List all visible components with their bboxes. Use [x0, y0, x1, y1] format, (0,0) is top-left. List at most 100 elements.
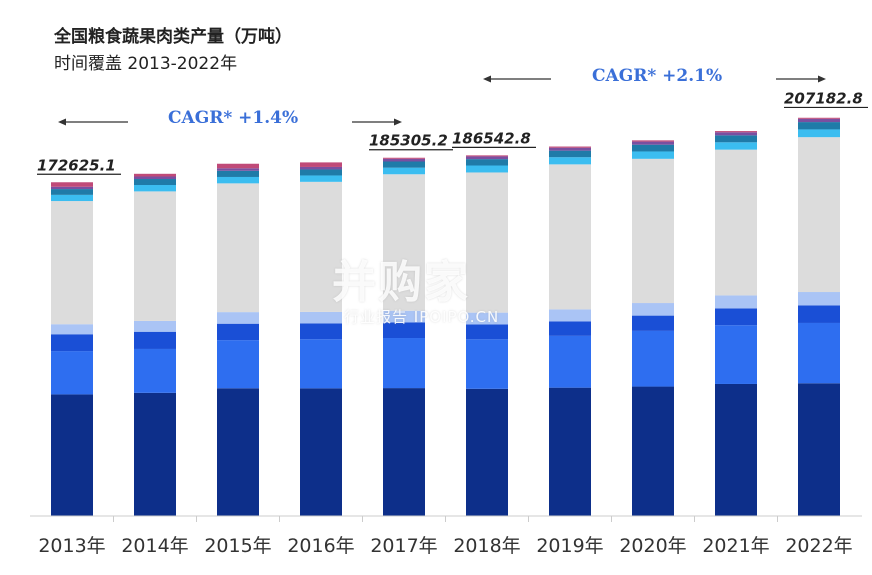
bar-segment-2019年-s1	[549, 387, 591, 516]
bar-segment-2021年-s1	[715, 383, 757, 516]
right-arrow-icon	[776, 75, 826, 83]
bar-segment-2018年-s2	[466, 339, 508, 389]
bar-segment-2019年-s9	[549, 146, 591, 148]
x-tick-label: 2014年	[121, 535, 188, 557]
bar-segment-2021年-s2	[715, 325, 757, 384]
x-tick-label: 2017年	[370, 535, 437, 557]
bar-segment-2018年-s9	[466, 155, 508, 157]
bar-segment-2019年-s5	[549, 164, 591, 310]
bar-segment-2020年-s1	[632, 386, 674, 516]
bar-segment-2020年-s5	[632, 158, 674, 304]
bar-segment-2016年-s3	[300, 323, 342, 340]
bar-segment-2015年-s6	[217, 176, 259, 184]
bar-segment-2021年-s5	[715, 149, 757, 296]
bar-segment-2020年-s8	[632, 141, 674, 145]
bar-segment-2020年-s3	[632, 315, 674, 331]
bar-segment-2021年-s9	[715, 131, 757, 133]
bar-segment-2015年-s2	[217, 340, 259, 389]
bar-segment-2020年-s6	[632, 151, 674, 159]
bar-segment-2021年-s3	[715, 308, 757, 326]
bar-segment-2015年-s7	[217, 170, 259, 177]
x-tick-label: 2018年	[453, 535, 520, 557]
x-tick-label: 2016年	[287, 535, 354, 557]
bar-segment-2019年-s3	[549, 321, 591, 336]
bar-segment-2022年-s7	[798, 122, 840, 130]
bar-segment-2015年-s8	[217, 168, 259, 171]
bar-segment-2019年-s8	[549, 147, 591, 151]
bar-segment-2014年-s4	[134, 320, 176, 332]
bar-segment-2013年-s1	[51, 394, 93, 516]
chart-title: 全国粮食蔬果肉类产量（万吨）	[54, 27, 292, 47]
total-value-label-2017年: 185305.2	[369, 132, 448, 150]
bar-segment-2020年-s2	[632, 330, 674, 387]
bar-segment-2016年-s9	[300, 162, 342, 167]
bar-segment-2020年-s4	[632, 303, 674, 316]
bar-segment-2015年-s5	[217, 183, 259, 313]
cagr-annotation-2018-2022: CAGR* +2.1%	[592, 66, 723, 86]
bar-segment-2018年-s1	[466, 388, 508, 516]
bar-segment-2013年-s4	[51, 324, 93, 335]
bar-segment-2016年-s4	[300, 311, 342, 324]
total-value-label-2022年: 207182.8	[784, 89, 863, 107]
bar-segment-2017年-s6	[383, 167, 425, 175]
bar-segment-2014年-s7	[134, 179, 176, 186]
bar-segment-2019年-s2	[549, 335, 591, 388]
bar-segment-2022年-s6	[798, 129, 840, 138]
bar-segment-2021年-s4	[715, 295, 757, 309]
bar-segment-2015年-s4	[217, 312, 259, 324]
watermark-subtext: 行业报告 IPOIPO.CN	[344, 308, 500, 326]
bar-segment-2016年-s2	[300, 339, 342, 389]
bar-segment-2017年-s9	[383, 157, 425, 159]
bar-segment-2013年-s7	[51, 189, 93, 195]
bar-segment-2013年-s2	[51, 351, 93, 395]
x-tick-label: 2020年	[619, 535, 686, 557]
bar-segment-2014年-s9	[134, 173, 176, 177]
cagr-annotation-2013-2017: CAGR* +1.4%	[168, 108, 299, 128]
watermark-logo: 并购家	[332, 257, 470, 308]
bar-segment-2013年-s5	[51, 201, 93, 325]
bar-segment-2015年-s9	[217, 163, 259, 169]
bar-segment-2013年-s3	[51, 334, 93, 352]
bar-segment-2018年-s8	[466, 156, 508, 160]
bar-segment-2022年-s8	[798, 118, 840, 123]
total-value-label-2013年: 172625.1	[37, 156, 116, 174]
bar-segment-2018年-s3	[466, 324, 508, 340]
bar-segment-2014年-s3	[134, 331, 176, 349]
bar-segment-2013年-s8	[51, 186, 93, 190]
bar-segment-2013年-s6	[51, 194, 93, 202]
chart-subtitle: 时间覆盖 2013-2022年	[54, 54, 238, 74]
bar-segment-2017年-s4	[383, 310, 425, 323]
bar-segment-2014年-s1	[134, 392, 176, 516]
bar-segment-2020年-s9	[632, 140, 674, 142]
x-tick-label: 2021年	[702, 535, 769, 557]
bar-segment-2016年-s6	[300, 175, 342, 182]
bar-segment-2015年-s1	[217, 388, 259, 516]
bar-segment-2017年-s3	[383, 322, 425, 339]
total-value-label-2018年: 186542.8	[452, 129, 531, 147]
x-tick-label: 2022年	[785, 535, 852, 557]
bar-segment-2019年-s4	[549, 309, 591, 322]
bar-segment-2016年-s1	[300, 388, 342, 516]
bar-segment-2020年-s7	[632, 144, 674, 152]
bar-segment-2018年-s7	[466, 159, 508, 166]
x-tick-label: 2019年	[536, 535, 603, 557]
bar-segment-2016年-s5	[300, 181, 342, 312]
bar-segment-2014年-s8	[134, 176, 176, 180]
bar-segment-2022年-s5	[798, 137, 840, 293]
bar-segment-2017年-s1	[383, 388, 425, 516]
bar-segment-2017年-s8	[383, 158, 425, 162]
x-tick-label: 2015年	[204, 535, 271, 557]
bar-segment-2016年-s8	[300, 166, 342, 170]
bar-segment-2016年-s7	[300, 169, 342, 176]
bar-segment-2018年-s5	[466, 172, 508, 313]
bar-segment-2013年-s9	[51, 182, 93, 187]
bar-segment-2017年-s5	[383, 174, 425, 311]
bar-segment-2014年-s6	[134, 185, 176, 192]
left-arrow-icon	[58, 118, 128, 126]
bar-segment-2015年-s3	[217, 323, 259, 341]
bar-segment-2022年-s1	[798, 383, 840, 516]
bar-segment-2021年-s7	[715, 135, 757, 143]
bar-segment-2017年-s7	[383, 161, 425, 168]
bar-segment-2022年-s2	[798, 322, 840, 384]
